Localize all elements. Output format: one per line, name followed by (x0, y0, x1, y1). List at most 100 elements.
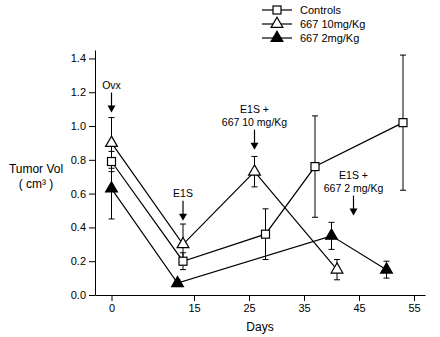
x-tick: 25 (243, 295, 255, 314)
legend-item: 667 10mg/Kg (262, 17, 365, 30)
annotation: E1S (173, 187, 193, 221)
legend-label: 667 2mg/Kg (300, 32, 359, 44)
series-line (112, 143, 338, 270)
error-bar-cap (263, 208, 269, 209)
data-point (177, 238, 189, 248)
y-axis: 0.0 0.2 0.4 0.6 0.8 1.0 1.2 1.4 (71, 51, 96, 302)
error-bar-cap (180, 269, 186, 270)
annotation-arrow-shaft (254, 130, 255, 145)
error-bar (400, 55, 406, 190)
error-bar-cap (109, 117, 115, 118)
y-tick: 0.2 (71, 255, 95, 267)
y-tick: 0.6 (71, 188, 95, 200)
legend-marker (273, 6, 281, 14)
y-tick-label: 0.8 (71, 154, 86, 166)
x-tick: 0 (109, 295, 115, 314)
data-point (326, 229, 338, 239)
x-tick-label: 55 (408, 302, 420, 314)
data-point (311, 163, 319, 171)
x-tick-mark (194, 295, 195, 301)
error-bar-cap (263, 259, 269, 260)
chart: 015253545550.00.20.40.60.81.01.21.4DaysT… (0, 0, 440, 337)
y-tick-mark (89, 227, 95, 228)
x-axis-title: Days (246, 320, 273, 334)
x-tick-label: 45 (353, 302, 365, 314)
y-axis-line (95, 51, 96, 296)
error-bar-cap (252, 156, 258, 157)
y-tick-mark (89, 92, 95, 93)
data-point (172, 276, 184, 286)
annotation: E1S +667 2 mg/Kg (324, 169, 384, 216)
x-axis: 0 15 25 35 45 55 (96, 295, 426, 314)
annotation-text: E1S (173, 187, 193, 199)
x-tick-label: 35 (298, 302, 310, 314)
annotation-arrow-head (179, 214, 187, 221)
error-bar-cap (400, 190, 406, 191)
data-point (249, 165, 261, 175)
error-bar-cap (180, 224, 186, 225)
error-bar-cap (109, 218, 115, 219)
annotations: OvxE1SE1S +667 10 mg/KgE1S +667 2 mg/Kg (102, 79, 383, 221)
data-point (399, 119, 407, 127)
y-tick-mark (89, 261, 95, 262)
data-point (262, 230, 270, 238)
annotation-arrow-shaft (182, 201, 183, 216)
error-bar-cap (312, 115, 318, 116)
y-tick-mark (89, 58, 95, 59)
x-tick: 35 (298, 295, 310, 314)
data-point (381, 263, 393, 273)
data-point (331, 263, 343, 273)
data-point (108, 158, 116, 166)
annotation-arrow-head (251, 143, 259, 150)
y-tick-label: 1.0 (71, 120, 86, 132)
error-bar-cap (384, 278, 390, 279)
y-tick-label: 0.6 (71, 188, 86, 200)
plot-area (106, 55, 407, 287)
y-tick: 1.4 (71, 52, 95, 64)
x-tick: 45 (353, 295, 365, 314)
y-tick-mark (89, 126, 95, 127)
legend-item: Controls (262, 4, 341, 16)
y-tick: 0.8 (71, 154, 95, 166)
error-bar-cap (334, 259, 340, 260)
y-tick-label: 0.0 (71, 289, 86, 301)
error-bar (263, 209, 269, 260)
error-bar-cap (312, 217, 318, 218)
y-tick: 1.0 (71, 120, 95, 132)
y-tick-mark (89, 295, 95, 296)
annotation: Ovx (102, 79, 121, 113)
x-axis-line (96, 295, 426, 296)
legend-marker (271, 31, 283, 41)
legend-item: 667 2mg/Kg (262, 31, 359, 44)
annotation-arrow-shaft (111, 93, 112, 108)
x-tick: 15 (188, 295, 200, 314)
annotation-arrow-head (350, 209, 358, 216)
y-tick: 1.2 (71, 86, 95, 98)
legend: Controls 667 10mg/Kg 667 2mg/Kg (262, 4, 365, 44)
x-tick-label: 25 (243, 302, 255, 314)
y-tick-label: 0.2 (71, 255, 86, 267)
annotation: E1S +667 10 mg/Kg (222, 103, 288, 150)
annotation-text: 667 10 mg/Kg (222, 116, 288, 128)
y-tick: 0.0 (71, 289, 95, 301)
x-tick-mark (112, 295, 113, 301)
x-tick-mark (304, 295, 305, 301)
error-bar-cap (384, 261, 390, 262)
x-tick-mark (249, 295, 250, 301)
error-bar-cap (334, 279, 340, 280)
annotation-text: 667 2 mg/Kg (324, 182, 384, 194)
annotation-arrow-head (108, 106, 116, 113)
annotation-text: Ovx (102, 79, 121, 91)
x-tick-label: 0 (109, 302, 115, 314)
series-line (112, 123, 404, 262)
x-tick: 55 (408, 295, 420, 314)
series-line (112, 189, 387, 284)
x-tick-label: 15 (188, 302, 200, 314)
legend-marker (271, 17, 283, 27)
legend-label: Controls (300, 4, 341, 16)
legend-label: 667 10mg/Kg (300, 18, 365, 30)
y-axis-title: ( cm³ ) (19, 177, 54, 191)
error-bar-cap (329, 222, 335, 223)
annotation-text: E1S + (240, 103, 269, 115)
y-tick: 0.4 (71, 221, 95, 233)
